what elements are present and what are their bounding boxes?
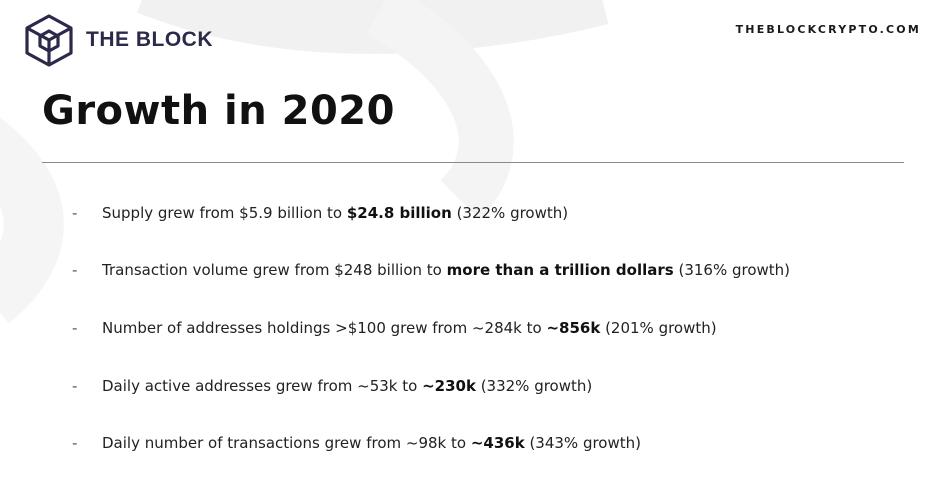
bullet-item: - Transaction volume grew from $248 bill… <box>72 261 790 279</box>
bullet-marker: - <box>72 434 78 452</box>
bullet-item: - Supply grew from $5.9 billion to $24.8… <box>72 204 568 222</box>
bullet-highlight: ~856k <box>546 319 601 337</box>
bullet-highlight: ~230k <box>422 377 476 395</box>
bullet-item: - Daily number of transactions grew from… <box>72 434 641 452</box>
bullet-marker: - <box>72 261 78 279</box>
brand-name: THE BLOCK <box>86 28 213 51</box>
bullet-text: Supply grew from $5.9 billion to $24.8 b… <box>102 204 569 222</box>
brand-logo[interactable]: THE BLOCK <box>22 13 213 67</box>
bullet-item: - Daily active addresses grew from ~53k … <box>72 377 592 395</box>
the-block-cube-logo-icon <box>25 14 73 67</box>
bullet-highlight: ~436k <box>470 434 525 452</box>
bullet-highlight: more than a trillion dollars <box>446 261 674 279</box>
bullet-text: Number of addresses holdings >$100 grew … <box>102 319 717 337</box>
bullet-marker: - <box>72 319 78 337</box>
title-divider <box>42 162 904 163</box>
bullet-text: Transaction volume grew from $248 billio… <box>102 261 791 279</box>
bullet-marker: - <box>72 204 78 222</box>
slide-title: Growth in 2020 <box>42 88 395 134</box>
bullet-item: - Number of addresses holdings >$100 gre… <box>72 319 717 337</box>
bullet-highlight: $24.8 billion <box>346 204 452 222</box>
bullet-text: Daily active addresses grew from ~53k to… <box>102 377 593 395</box>
site-url: THEBLOCKCRYPTO.COM <box>735 23 921 36</box>
bullet-marker: - <box>72 377 78 395</box>
bullet-text: Daily number of transactions grew from ~… <box>102 434 641 452</box>
